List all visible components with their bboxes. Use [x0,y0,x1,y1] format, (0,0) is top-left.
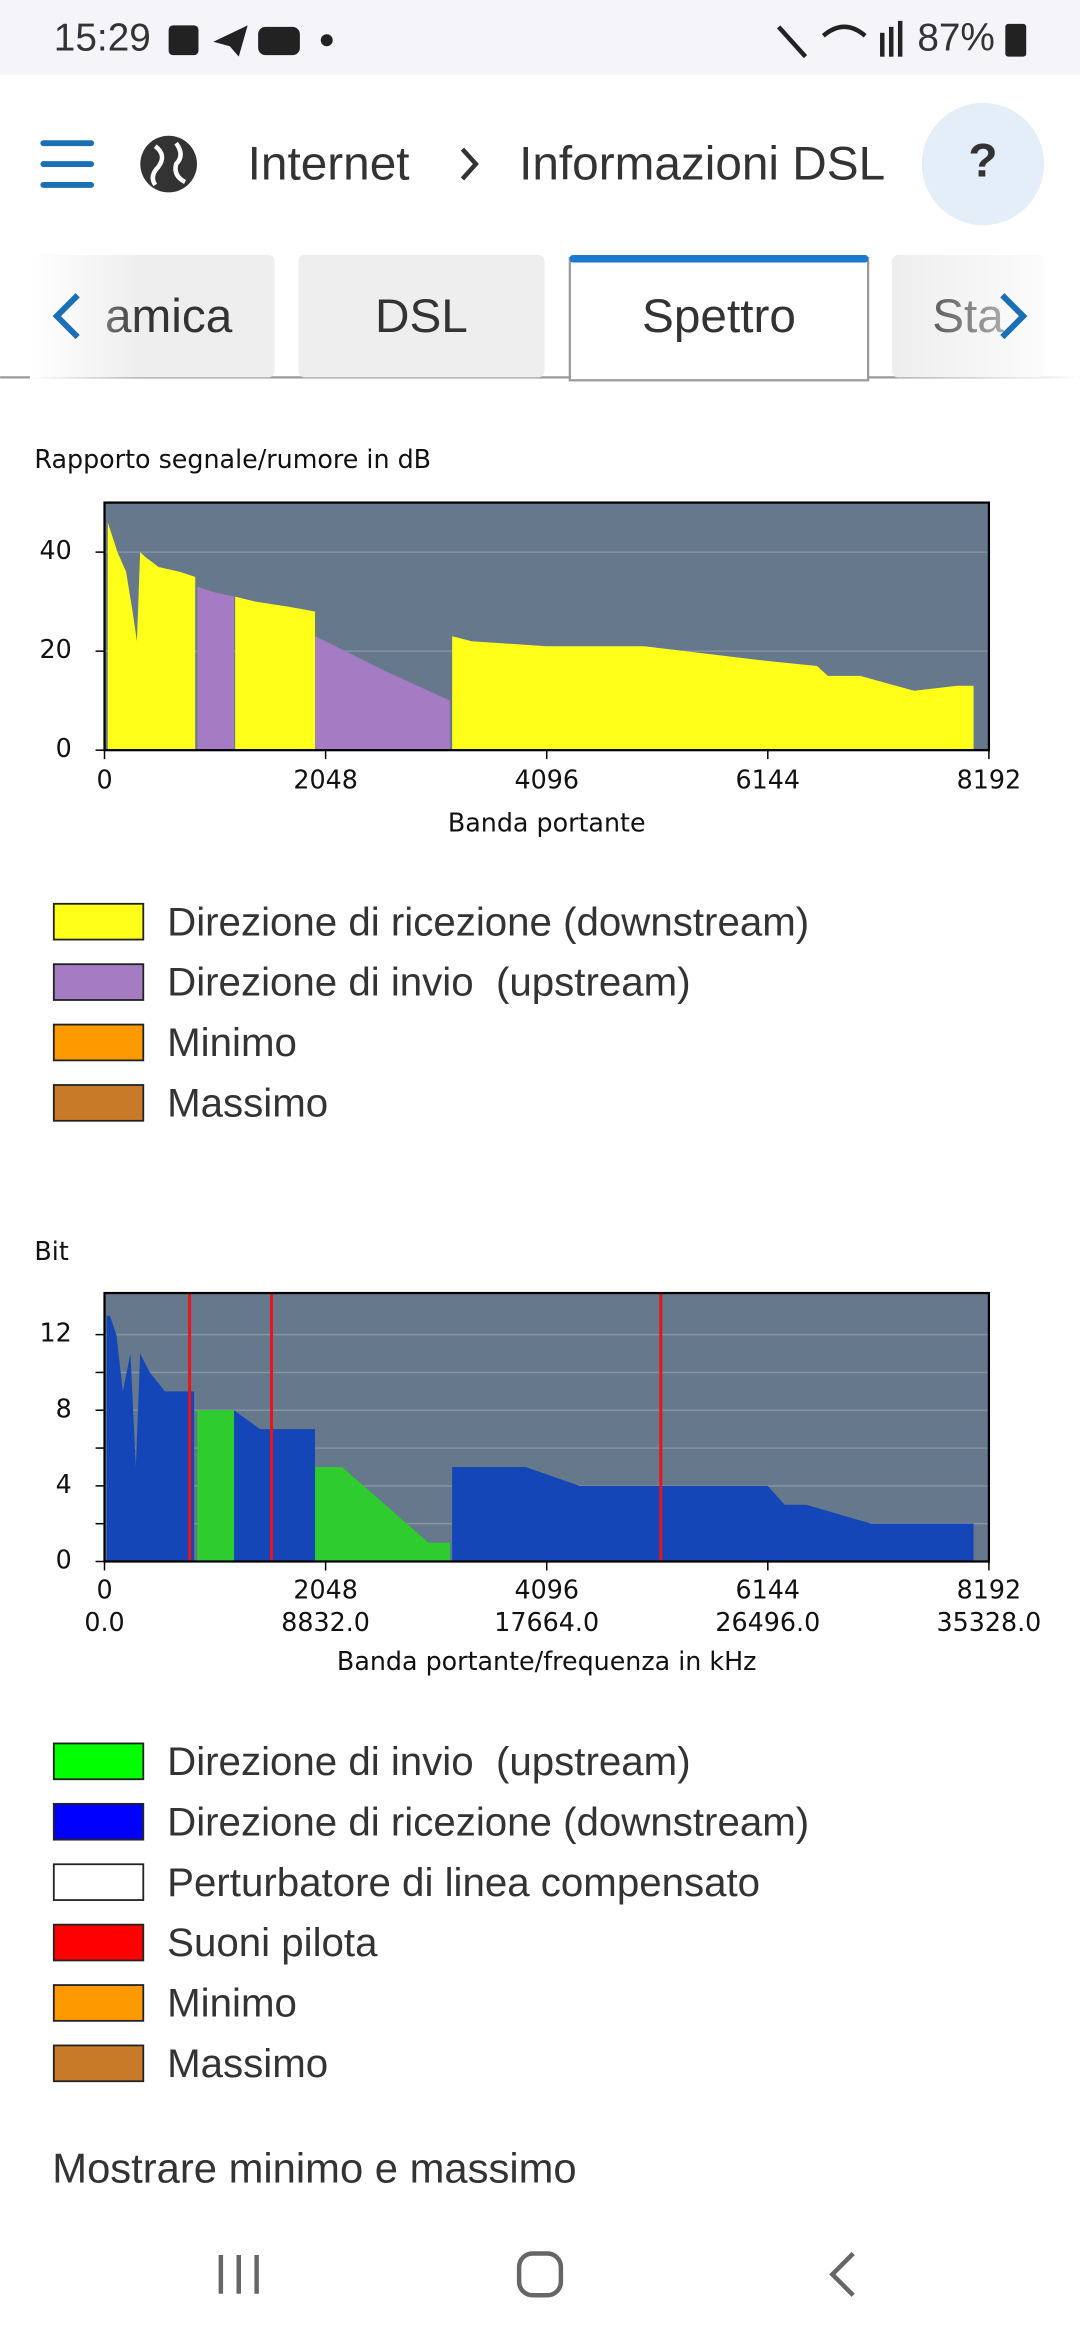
legend-swatch [52,1984,145,2022]
x-tick-label: 8192 [957,1574,1021,1604]
help-button[interactable] [921,102,1045,226]
globe-icon [140,135,197,193]
x-axis-label: Banda portante/frequenza in kHz [337,1646,757,1676]
legend-swatch [52,1084,145,1122]
legend-label: Minimo [167,1020,297,1065]
plot-frame [103,501,991,752]
legend-swatch [52,1802,145,1841]
chart-title: Rapporto segnale/rumore in dB [34,444,431,474]
legend-label: Direzione di ricezione (downstream) [167,899,809,944]
legend-label: Direzione di ricezione (downstream) [167,1799,809,1844]
legend-swatch [52,1863,145,1901]
legend-swatch [52,963,145,1001]
x-tick-label: 2048 [293,1574,358,1604]
chart: Rapporto segnale/rumore in dB 0 20 40 0 2048 4… [34,444,1021,1126]
y-tick-label: 8 [56,1393,72,1423]
x-tick-label: 4096 [514,1574,579,1604]
chart: Bit 0 4 8 12 0 2048 4096 6144 8192 0.0 8832.0 17664.… [34,1236,1041,2086]
home-button[interactable] [516,2251,564,2298]
breadcrumb-item[interactable]: Internet [248,138,410,191]
legend-swatch [52,902,145,941]
tab-fade [29,255,142,381]
legend-swatch [52,1923,145,1962]
tab-label[interactable]: Spettro [642,290,796,343]
legend-swatch [52,2044,145,2083]
x2-tick-label: 35328.0 [937,1607,1042,1637]
y-tick-label: 12 [39,1318,71,1348]
tab-fade [894,255,1080,381]
x-tick-label: 6144 [736,1574,801,1604]
menu-button[interactable] [40,140,95,188]
x-tick-label: 0 [96,764,112,794]
status-icons [168,20,1027,59]
legend-label: Massimo [167,2041,328,2086]
legend-label: Perturbatore di linea compensato [167,1860,760,1905]
y-tick-label: 0 [56,1544,72,1574]
tab-active[interactable] [568,256,870,382]
x2-tick-label: 26496.0 [715,1607,820,1637]
tab-bar: amicaDSLSpettroSta [29,255,1045,382]
x-axis-label: Banda portante [448,808,646,838]
tab[interactable] [298,255,545,378]
area [107,522,974,751]
breadcrumb-current: Informazioni DSL [519,138,885,191]
y-tick-label: 40 [39,535,71,565]
x-tick-label: 0 [96,1574,112,1604]
y-tick-label: 4 [56,1469,72,1499]
legend-label: Massimo [167,1081,328,1126]
y-tick-label: 0 [56,733,72,763]
tab-indicator [569,255,869,263]
back-button[interactable] [829,2251,855,2297]
x-tick-label: 6144 [736,764,801,794]
navigation-bar [218,2251,855,2298]
toggle-min-max-link[interactable]: Mostrare minimo e massimo [52,2145,576,2192]
x2-tick-label: 8832.0 [281,1607,370,1637]
tab-scroll-right[interactable] [1000,293,1028,340]
x2-tick-label: 17664.0 [494,1607,599,1637]
breadcrumb-separator [460,147,479,181]
legend-swatch [52,1023,145,1062]
chart-title: Bit [34,1236,68,1266]
legend-label: Direzione di invio (upstream) [167,960,690,1005]
x2-tick-label: 0.0 [84,1607,124,1637]
legend-label: Minimo [167,1981,297,2026]
area [106,1315,974,1562]
help-label[interactable]: ? [968,135,997,188]
tab-scroll-left[interactable] [52,293,80,340]
legend-label: Suoni pilota [167,1920,378,1965]
area [197,1410,450,1562]
y-tick-label: 20 [39,634,71,664]
x-tick-label: 4096 [514,764,579,794]
clock: 15:29 [54,17,151,60]
area [197,586,450,751]
x-tick-label: 8192 [957,764,1021,794]
x-tick-label: 2048 [293,764,358,794]
legend-label: Direzione di invio (upstream) [167,1739,690,1784]
legend-swatch [52,1742,145,1781]
battery-level: 87% [917,17,995,60]
recent-apps-button[interactable] [218,2254,259,2294]
tab-label[interactable]: DSL [375,290,468,343]
